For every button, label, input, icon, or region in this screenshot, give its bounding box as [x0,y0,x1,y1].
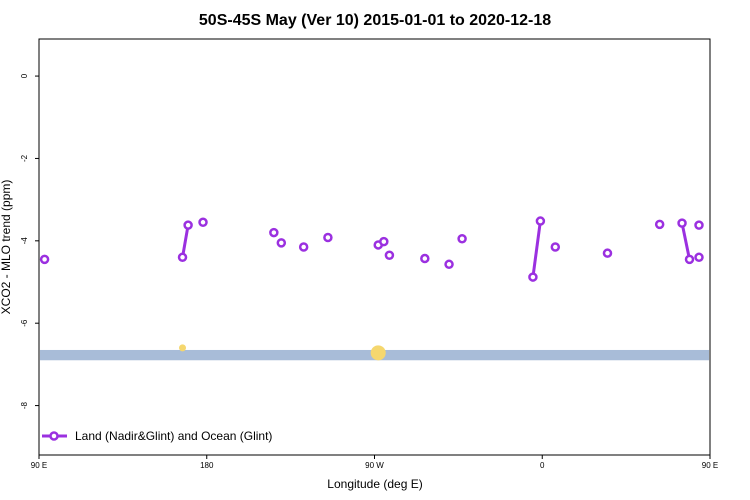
data-point [198,217,208,228]
data-point [550,242,561,252]
data-point [694,220,704,230]
legend-swatch-marker [49,431,59,441]
legend-label: Land (Nadir&Glint) and Ocean (Glint) [75,429,272,443]
y-axis: 0 -2 -4 -6 -8 [20,73,39,409]
data-point [444,259,454,270]
legend: Land (Nadir&Glint) and Ocean (Glint) [42,429,272,443]
data-point [602,248,613,258]
y-tick-label: -4 [20,237,29,245]
band-marker [179,344,187,352]
x-axis: 90 E 180 90 W 0 90 E [31,455,718,470]
data-point [677,218,687,228]
data-point [177,252,188,263]
data-point [39,254,50,265]
x-tick-label: 90 E [702,461,718,470]
series-line [680,222,691,260]
y-axis-label: XCO2 - MLO trend (ppm) [0,180,13,315]
data-point [384,250,395,260]
data-point [535,216,546,226]
series-line [531,220,542,278]
data-point [528,272,538,282]
x-tick-label: 0 [540,461,545,470]
x-axis-label: Longitude (deg E) [327,477,422,491]
data-point [379,236,389,247]
marker-layer [179,344,386,361]
y-tick-label: 0 [20,73,29,78]
x-tick-label: 90 W [365,461,384,470]
data-point [298,242,309,252]
y-tick-label: -6 [20,319,29,327]
series-layer [39,216,704,282]
chart-title: 50S-45S May (Ver 10) 2015-01-01 to 2020-… [199,12,551,29]
x-tick-label: 90 E [31,461,47,470]
data-point [276,238,287,248]
band-marker [370,345,386,361]
data-point [269,227,279,238]
data-point [654,219,665,230]
y-tick-label: -2 [20,154,29,162]
data-point [420,253,430,264]
data-point [684,254,695,265]
data-point [694,252,704,263]
data-point [323,232,333,243]
data-point [183,220,193,230]
series-line [181,224,190,258]
data-point [457,234,467,244]
x-tick-label: 180 [200,461,214,470]
y-tick-label: -8 [20,401,29,409]
